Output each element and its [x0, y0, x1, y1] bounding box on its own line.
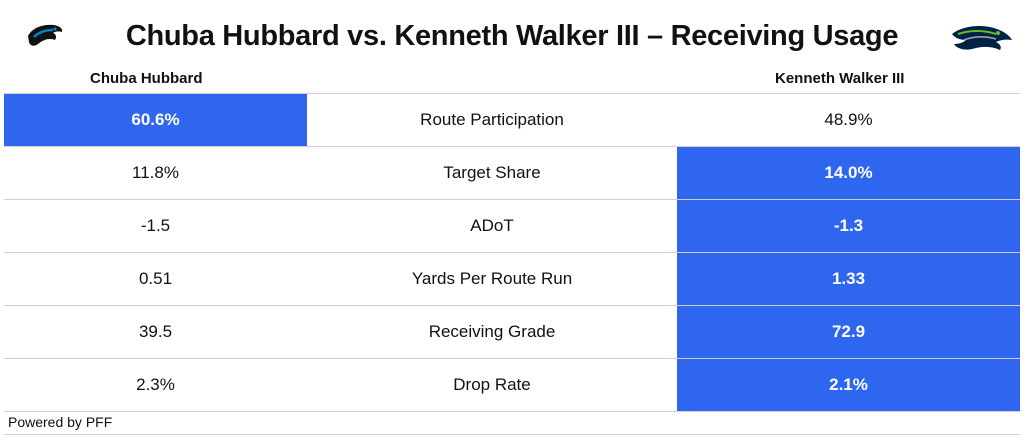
metric-label: Receiving Grade — [428, 322, 556, 341]
right-player-value: 1.33 — [677, 253, 1020, 305]
metric-label: Route Participation — [420, 110, 564, 129]
divider — [4, 93, 1020, 94]
metric-label: ADoT — [470, 216, 514, 235]
table-row: 0.51 Yards Per Route Run 1.33 — [4, 253, 1020, 306]
table-row: 2.3% Drop Rate 2.1% — [4, 359, 1020, 412]
footer-credit: Powered by PFF — [8, 414, 113, 430]
metric-label: Target Share — [443, 163, 541, 182]
metric-label: Yards Per Route Run — [411, 269, 573, 288]
left-player-value: 0.51 — [138, 269, 173, 288]
page-title: Chuba Hubbard vs. Kenneth Walker III – R… — [125, 20, 899, 52]
header: Chuba Hubbard vs. Kenneth Walker III – R… — [0, 0, 1024, 72]
left-player-value: 39.5 — [138, 322, 173, 341]
left-player-header: Chuba Hubbard — [90, 70, 203, 87]
table-row: 60.6% Route Participation 48.9% — [4, 94, 1020, 147]
table-row: 11.8% Target Share 14.0% — [4, 147, 1020, 200]
right-player-value: 14.0% — [677, 147, 1020, 199]
right-player-value: -1.3 — [677, 200, 1020, 252]
comparison-table: 60.6% Route Participation 48.9% 11.8% Target… — [4, 94, 1020, 412]
table-row: -1.5 ADoT -1.3 — [4, 200, 1020, 253]
right-player-value: 2.1% — [677, 359, 1020, 411]
divider — [4, 434, 1020, 435]
right-player-value: 48.9% — [824, 110, 873, 129]
seahawks-logo — [952, 26, 1012, 50]
left-player-value: 2.3% — [136, 375, 175, 394]
panthers-logo — [28, 24, 63, 46]
left-player-value: 60.6% — [4, 94, 307, 146]
right-player-header: Kenneth Walker III — [775, 70, 905, 87]
table-row: 39.5 Receiving Grade 72.9 — [4, 306, 1020, 359]
left-player-value: -1.5 — [140, 216, 171, 235]
right-player-value: 72.9 — [677, 306, 1020, 358]
left-player-value: 11.8% — [132, 163, 179, 182]
metric-label: Drop Rate — [453, 375, 531, 394]
